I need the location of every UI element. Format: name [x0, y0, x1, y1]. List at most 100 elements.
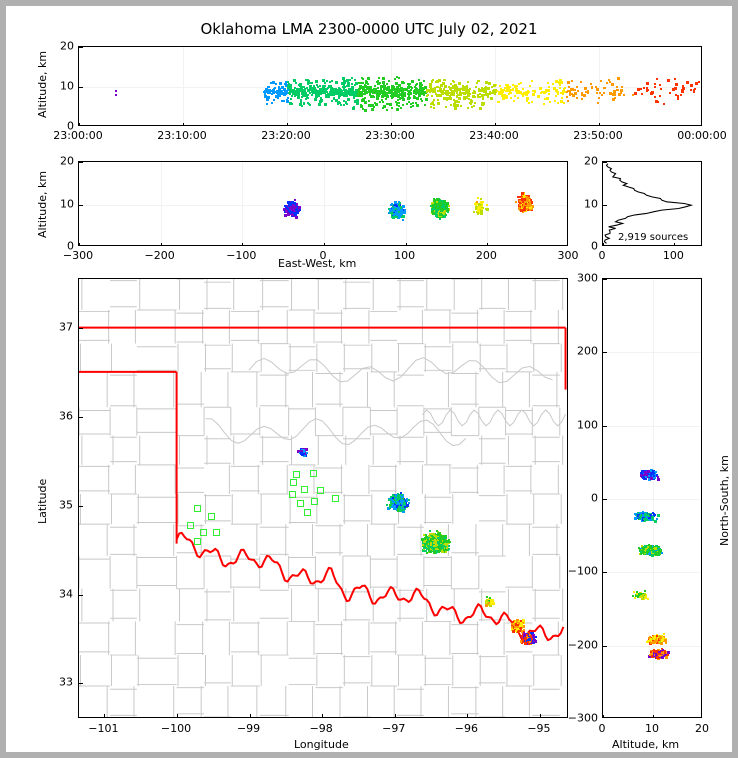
lma-station-marker [290, 479, 298, 487]
lma-source-point [459, 91, 462, 94]
lma-source-point [341, 86, 344, 89]
lma-source-point [298, 205, 302, 209]
lma-source-point [434, 213, 438, 217]
lma-source-point [531, 90, 534, 93]
lma-source-point [304, 91, 308, 95]
lma-source-point [353, 100, 357, 104]
lma-source-point [398, 89, 402, 93]
lma-source-point [341, 77, 345, 81]
lma-source-point [343, 92, 346, 95]
lma-source-point [315, 84, 318, 87]
lma-source-point [328, 94, 331, 97]
lma-source-point [386, 88, 390, 92]
lma-source-point [274, 91, 277, 94]
lma-source-point [458, 101, 461, 104]
lma-source-point [345, 78, 349, 82]
lma-source-point [335, 91, 339, 95]
lma-source-point [450, 86, 453, 89]
lma-source-point [115, 94, 118, 97]
lma-source-point [612, 97, 616, 101]
lma-source-point [289, 210, 292, 213]
lma-source-point [429, 87, 432, 90]
lma-source-point [483, 87, 486, 90]
lma-source-point [410, 88, 413, 91]
lma-source-point [436, 101, 440, 105]
lma-source-point [571, 94, 575, 98]
lma-source-point [525, 202, 528, 205]
lma-source-point [501, 94, 504, 97]
lma-source-point [284, 211, 286, 214]
lma-source-point [472, 90, 476, 94]
lma-source-point [521, 88, 524, 91]
lma-source-point [445, 208, 449, 212]
lma-source-point [596, 88, 600, 92]
lma-source-point [317, 90, 320, 93]
lma-source-point [508, 88, 511, 91]
lma-source-point [694, 88, 697, 91]
lma-source-point [414, 87, 417, 90]
lma-source-point [449, 103, 452, 106]
lma-source-point [339, 90, 342, 93]
lma-source-point [440, 88, 443, 91]
lma-station-marker [193, 537, 201, 545]
lma-source-point [498, 101, 501, 104]
lma-source-point [294, 87, 297, 90]
lma-source-point [291, 89, 294, 92]
lma-source-point [452, 86, 456, 90]
lma-source-point [487, 95, 490, 98]
grid-line [183, 47, 184, 125]
lma-source-point [329, 85, 332, 88]
figure-title: Oklahoma LMA 2300-0000 UTC July 02, 2021 [200, 20, 538, 38]
lma-source-point [540, 90, 543, 93]
lma-source-point [519, 90, 523, 94]
lma-source-point [408, 90, 411, 93]
lma-source-point [316, 93, 320, 97]
lma-source-point [357, 82, 360, 85]
lma-source-point [490, 86, 493, 89]
lma-source-point [631, 93, 634, 96]
lma-source-point [396, 508, 399, 511]
lma-source-point [653, 82, 656, 85]
lma-station-marker [309, 470, 317, 478]
lma-source-point [554, 88, 558, 92]
lma-source-point [311, 81, 314, 84]
panel-eastwest-altitude [78, 161, 568, 246]
lma-source-point [411, 104, 414, 107]
lma-source-point [448, 92, 451, 95]
lma-source-point [429, 82, 433, 86]
lma-source-point [327, 95, 330, 98]
lma-source-point [266, 87, 269, 90]
lma-source-point [299, 209, 302, 212]
lma-source-point [569, 88, 572, 91]
lma-source-point [289, 84, 292, 87]
lma-source-point [520, 191, 524, 195]
lma-source-point [278, 88, 281, 91]
lma-station-marker [296, 500, 304, 508]
lma-source-point [395, 87, 398, 90]
lma-source-point [404, 212, 407, 215]
lma-source-point [475, 82, 478, 85]
lma-source-point [286, 208, 289, 211]
lma-source-point [396, 503, 399, 506]
lma-source-point [446, 91, 450, 95]
lma-source-point [467, 94, 470, 97]
lma-source-point [394, 89, 397, 92]
lma-source-point [299, 98, 302, 101]
lma-source-point [298, 87, 301, 90]
x-tick [79, 123, 80, 125]
lma-source-point [481, 87, 485, 91]
lma-source-point [509, 97, 512, 100]
lma-source-point [388, 102, 392, 106]
lma-source-point [582, 94, 586, 98]
lma-source-point [402, 218, 405, 221]
lma-source-point [360, 105, 364, 109]
lma-source-point [363, 88, 367, 92]
lma-source-point [395, 498, 398, 501]
lma-source-point [418, 93, 422, 97]
lma-source-point [390, 103, 393, 106]
lma-source-point [397, 495, 401, 499]
lma-source-point [303, 102, 305, 105]
lma-source-point [586, 91, 589, 94]
lma-source-point [693, 88, 696, 91]
lma-source-point [599, 79, 602, 82]
